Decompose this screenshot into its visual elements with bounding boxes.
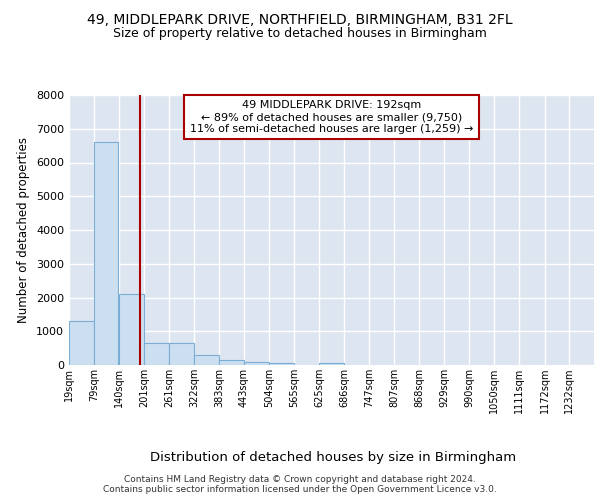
Bar — [94, 142, 118, 365]
Text: Distribution of detached houses by size in Birmingham: Distribution of detached houses by size … — [150, 451, 516, 464]
Bar — [119, 294, 143, 365]
Bar — [169, 343, 194, 365]
Text: Size of property relative to detached houses in Birmingham: Size of property relative to detached ho… — [113, 28, 487, 40]
Y-axis label: Number of detached properties: Number of detached properties — [17, 137, 31, 323]
Bar — [194, 355, 219, 365]
Text: 49, MIDDLEPARK DRIVE, NORTHFIELD, BIRMINGHAM, B31 2FL: 49, MIDDLEPARK DRIVE, NORTHFIELD, BIRMIN… — [87, 12, 513, 26]
Bar — [219, 360, 244, 365]
Bar — [269, 363, 294, 365]
Bar — [144, 343, 169, 365]
Text: Contains HM Land Registry data © Crown copyright and database right 2024.
Contai: Contains HM Land Registry data © Crown c… — [103, 474, 497, 494]
Bar — [244, 362, 269, 365]
Text: 49 MIDDLEPARK DRIVE: 192sqm
← 89% of detached houses are smaller (9,750)
11% of : 49 MIDDLEPARK DRIVE: 192sqm ← 89% of det… — [190, 100, 473, 134]
Bar — [319, 363, 344, 365]
Bar — [69, 321, 94, 365]
